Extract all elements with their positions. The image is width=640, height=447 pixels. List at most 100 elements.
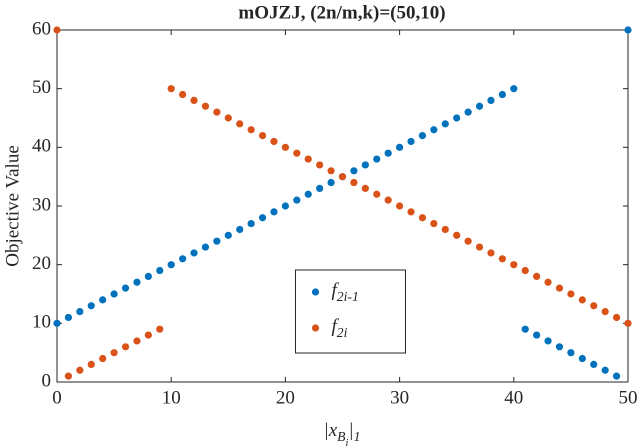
y-axis-label: Objective Value	[2, 145, 23, 267]
legend-label: f2i	[332, 316, 348, 340]
point	[270, 208, 278, 216]
point	[156, 266, 164, 275]
point	[64, 313, 73, 322]
point	[224, 114, 232, 122]
point	[190, 249, 198, 257]
legend: f2i-1 f2i	[295, 269, 406, 354]
point	[407, 208, 415, 216]
point	[110, 349, 118, 357]
point	[510, 85, 518, 93]
point	[64, 372, 73, 380]
legend-marker	[311, 324, 320, 332]
y-tick-label: 40	[32, 136, 51, 157]
point	[487, 249, 495, 257]
point	[247, 126, 255, 134]
point	[361, 184, 369, 192]
point	[76, 308, 84, 316]
point	[316, 161, 324, 169]
point	[464, 108, 472, 116]
point	[373, 155, 381, 163]
point	[601, 308, 609, 316]
point	[590, 360, 598, 368]
point	[441, 120, 449, 128]
point	[293, 149, 301, 157]
point	[121, 343, 130, 351]
point	[418, 132, 427, 140]
point	[533, 272, 541, 280]
point	[99, 354, 107, 363]
point	[258, 214, 267, 222]
point	[76, 366, 84, 374]
point	[179, 90, 187, 99]
point	[475, 243, 484, 251]
point	[544, 278, 552, 286]
point	[87, 302, 95, 310]
point	[453, 114, 461, 122]
legend-label: f2i-1	[332, 280, 359, 304]
point	[99, 296, 107, 304]
point	[270, 137, 278, 146]
point	[612, 372, 621, 380]
point	[555, 284, 564, 292]
y-tick-label: 50	[32, 77, 51, 98]
point	[304, 155, 312, 163]
point	[373, 190, 381, 198]
point	[441, 225, 449, 234]
point	[567, 290, 575, 298]
point	[487, 96, 495, 104]
point	[327, 167, 335, 175]
point	[133, 278, 141, 286]
point	[293, 196, 301, 204]
point	[201, 243, 210, 251]
point	[110, 290, 118, 298]
x-tick-label: 10	[162, 387, 181, 408]
point	[498, 90, 506, 99]
point	[510, 261, 518, 269]
point	[144, 331, 152, 339]
point	[258, 132, 267, 140]
point	[316, 184, 324, 192]
point	[236, 225, 244, 234]
point	[338, 173, 347, 181]
point	[521, 325, 529, 333]
point	[53, 26, 61, 34]
point	[144, 272, 152, 280]
point	[190, 96, 198, 104]
point	[179, 255, 187, 263]
point	[350, 178, 358, 187]
point	[201, 102, 210, 110]
y-tick-label: 30	[32, 194, 51, 215]
point	[87, 360, 95, 368]
point	[567, 349, 575, 357]
point	[578, 296, 586, 304]
point	[121, 284, 130, 292]
point	[407, 137, 415, 146]
point	[475, 102, 484, 110]
point	[236, 120, 244, 128]
legend-marker	[311, 288, 320, 296]
point	[418, 214, 427, 222]
legend-box	[295, 269, 406, 354]
point	[624, 319, 632, 327]
x-tick-label: 30	[390, 387, 409, 408]
point	[590, 302, 598, 310]
point	[247, 220, 255, 228]
y-tick-label: 20	[32, 253, 51, 274]
point	[281, 202, 289, 210]
point	[578, 354, 586, 363]
point	[167, 261, 175, 269]
point	[612, 313, 621, 322]
point	[396, 202, 404, 210]
point	[555, 343, 564, 351]
point	[167, 85, 175, 93]
point	[544, 337, 552, 345]
point	[384, 149, 392, 157]
x-tick-label: 0	[52, 387, 62, 408]
point	[624, 26, 632, 34]
point	[430, 220, 438, 228]
x-axis-label: |xBi|1	[324, 420, 361, 447]
point	[213, 108, 221, 116]
x-tick-label: 50	[619, 387, 638, 408]
point	[396, 143, 404, 151]
